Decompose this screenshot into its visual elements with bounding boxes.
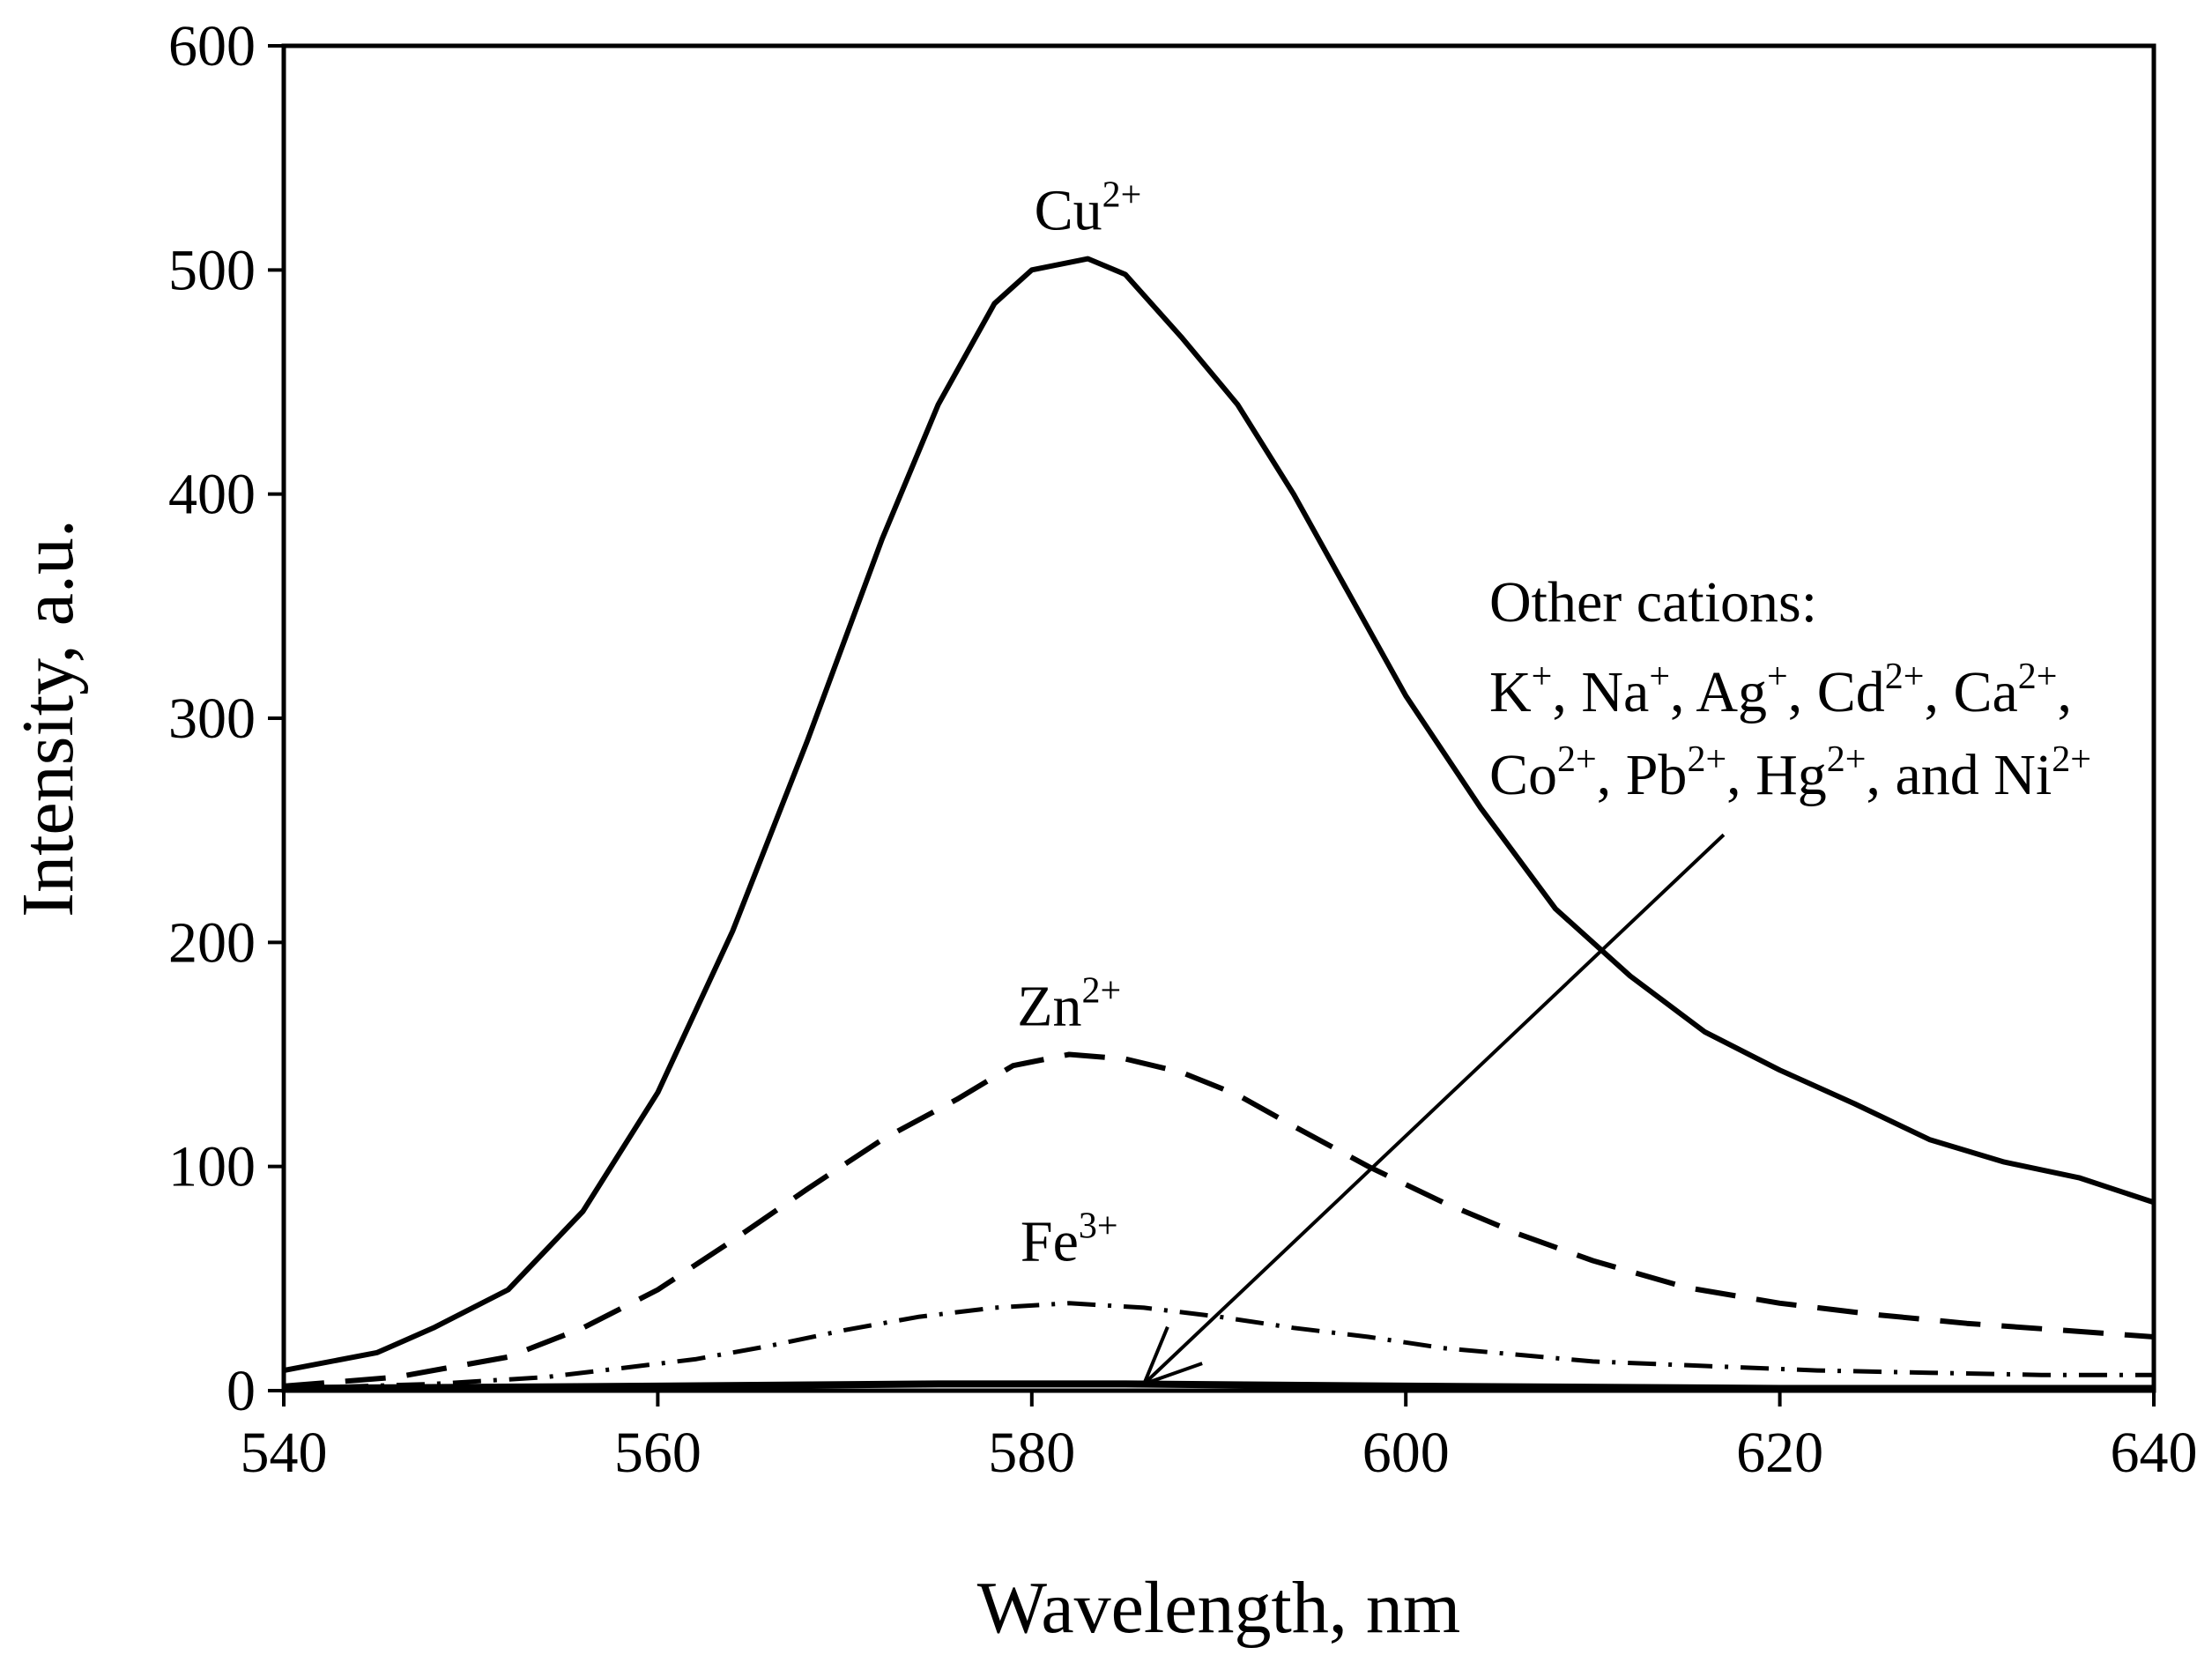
annotation-group: Cu2+ Zn2+ Fe3+ Other cations: K+, Na+, Ag+, … [1017,175,2091,1387]
other-cations-arrow [1142,833,1726,1385]
label-zn: Zn2+ [1017,970,1121,1038]
x-tick-label-640: 640 [2111,1421,2198,1485]
series-line-2 [283,1051,2155,1389]
x-tick-label-580: 580 [988,1421,1075,1485]
y-tick-label-100: 100 [168,1135,256,1199]
x-tick-label-540: 540 [241,1421,328,1485]
x-tick-label-620: 620 [1736,1421,1823,1485]
label-other-line2: K+, Na+, Ag+, Cd2+, Ca2+, [1489,657,2072,724]
y-tick-label-200: 200 [168,910,256,975]
series-line-4 [283,1380,2154,1392]
label-cu: Cu2+ [1035,175,1142,243]
x-tick-label-600: 600 [1362,1421,1450,1485]
y-tick-label-0: 0 [226,1359,256,1423]
y-tick-label-300: 300 [168,687,256,751]
y-tick-label-400: 400 [168,463,256,527]
series-line-3 [283,1301,2154,1391]
other-cations-arrowhead [1140,1325,1203,1387]
y-axis-title: Intensity, a.u. [7,519,89,917]
y-tick-label-500: 500 [168,238,256,302]
axis-ticks: 540 560 580 600 620 640 0 100 200 300 400 500 600 [168,14,2198,1485]
label-other-title: Other cations: [1489,570,1817,635]
label-other-line3: Co2+, Pb2+, Hg2+, and Ni2+ [1489,739,2091,807]
y-tick-label-600: 600 [168,14,256,78]
series-group [283,256,2155,1392]
x-tick-label-560: 560 [614,1421,701,1485]
label-fe: Fe3+ [1021,1206,1118,1273]
x-axis-title: Wavelength, nm [977,1567,1460,1649]
series-line-1 [283,256,2155,1374]
